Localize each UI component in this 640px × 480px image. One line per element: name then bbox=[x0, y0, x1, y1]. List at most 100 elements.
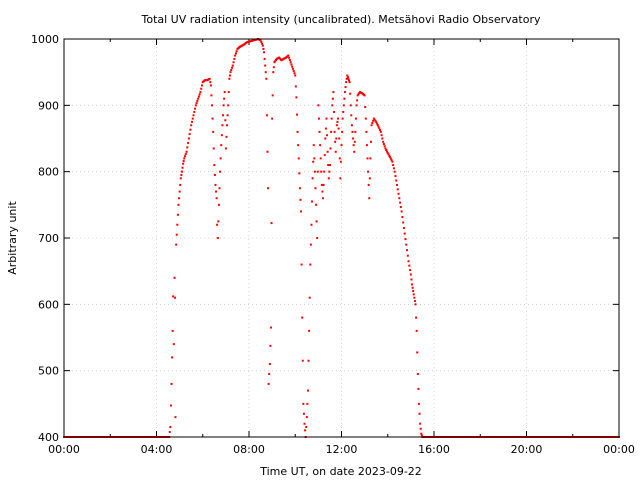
data-point bbox=[209, 84, 212, 87]
data-point bbox=[225, 135, 228, 138]
data-point bbox=[419, 427, 422, 430]
data-point bbox=[368, 197, 371, 200]
data-point bbox=[212, 147, 215, 150]
axis-ticks: 00:00 04:00 08:00 12:00 16:00 20:00 00:0040050… bbox=[31, 33, 635, 456]
data-point bbox=[356, 99, 359, 102]
data-point bbox=[332, 91, 335, 94]
data-point bbox=[341, 117, 344, 120]
data-point bbox=[409, 269, 412, 272]
data-point bbox=[379, 129, 382, 132]
data-point bbox=[261, 42, 264, 45]
data-point bbox=[350, 124, 353, 127]
data-point bbox=[316, 170, 319, 173]
data-point bbox=[224, 147, 227, 150]
x-tick-label: 08:00 bbox=[233, 443, 265, 456]
data-point bbox=[414, 303, 417, 306]
data-point bbox=[369, 140, 372, 143]
data-point bbox=[178, 197, 181, 200]
data-point bbox=[190, 120, 193, 123]
data-point bbox=[396, 183, 398, 186]
data-point bbox=[357, 93, 360, 96]
y-tick-label: 500 bbox=[38, 365, 59, 378]
data-point bbox=[302, 402, 305, 405]
data-point bbox=[269, 326, 272, 329]
data-point bbox=[315, 203, 318, 206]
data-point bbox=[317, 117, 320, 120]
data-point bbox=[168, 431, 171, 434]
data-point bbox=[208, 77, 211, 80]
data-point bbox=[382, 143, 385, 146]
data-point bbox=[331, 97, 334, 100]
data-point bbox=[372, 117, 375, 120]
data-point bbox=[348, 81, 351, 84]
data-point bbox=[328, 170, 331, 173]
data-point bbox=[346, 74, 349, 77]
data-point bbox=[179, 177, 182, 180]
data-point bbox=[311, 177, 314, 180]
data-point bbox=[403, 232, 406, 235]
data-point bbox=[368, 177, 371, 180]
data-point bbox=[229, 71, 232, 74]
data-point bbox=[365, 130, 368, 133]
data-point bbox=[200, 84, 203, 87]
data-point bbox=[293, 72, 296, 75]
data-point bbox=[420, 434, 423, 437]
data-point bbox=[195, 102, 198, 105]
x-tick-label: 12:00 bbox=[326, 443, 358, 456]
x-tick-label: 00:00 bbox=[48, 443, 80, 456]
data-point bbox=[299, 198, 302, 201]
data-point bbox=[326, 134, 329, 137]
data-point bbox=[191, 117, 194, 120]
data-point bbox=[372, 119, 375, 122]
data-point bbox=[271, 117, 274, 120]
data-point bbox=[342, 104, 345, 107]
data-point bbox=[212, 130, 215, 133]
data-point bbox=[234, 52, 237, 55]
data-point bbox=[274, 59, 277, 62]
data-point bbox=[369, 157, 372, 160]
y-tick-label: 900 bbox=[38, 99, 59, 112]
data-point bbox=[377, 125, 380, 128]
data-point bbox=[380, 134, 383, 137]
data-point bbox=[306, 389, 309, 392]
data-point bbox=[291, 65, 294, 68]
data-point bbox=[260, 41, 263, 44]
data-point bbox=[343, 97, 346, 100]
data-point bbox=[389, 157, 392, 160]
data-point bbox=[230, 68, 233, 71]
data-point bbox=[398, 197, 401, 200]
data-point bbox=[187, 137, 190, 140]
data-point bbox=[386, 152, 389, 155]
data-point bbox=[301, 316, 304, 319]
data-point bbox=[301, 359, 304, 362]
data-point bbox=[190, 124, 193, 127]
data-point bbox=[389, 156, 392, 159]
data-point bbox=[266, 150, 269, 153]
data-point bbox=[221, 114, 224, 117]
data-point bbox=[261, 44, 264, 47]
data-point bbox=[298, 187, 301, 190]
data-point bbox=[223, 91, 226, 94]
data-point bbox=[326, 150, 329, 153]
data-point bbox=[364, 105, 367, 108]
data-point bbox=[321, 190, 324, 193]
data-point bbox=[197, 95, 200, 98]
data-point bbox=[412, 290, 415, 293]
y-tick-label: 600 bbox=[38, 298, 59, 311]
data-point bbox=[192, 114, 195, 117]
data-point bbox=[420, 432, 423, 435]
data-point bbox=[288, 56, 291, 59]
data-point bbox=[174, 416, 177, 419]
data-point bbox=[297, 144, 300, 147]
data-point bbox=[216, 223, 219, 226]
data-point bbox=[186, 146, 189, 149]
x-tick-label: 20:00 bbox=[511, 443, 543, 456]
data-point bbox=[354, 130, 357, 133]
data-point bbox=[367, 170, 370, 173]
y-tick-label: 700 bbox=[38, 232, 59, 245]
data-point bbox=[217, 220, 220, 223]
data-point bbox=[343, 91, 346, 94]
data-point bbox=[224, 119, 227, 122]
data-point bbox=[304, 429, 307, 432]
